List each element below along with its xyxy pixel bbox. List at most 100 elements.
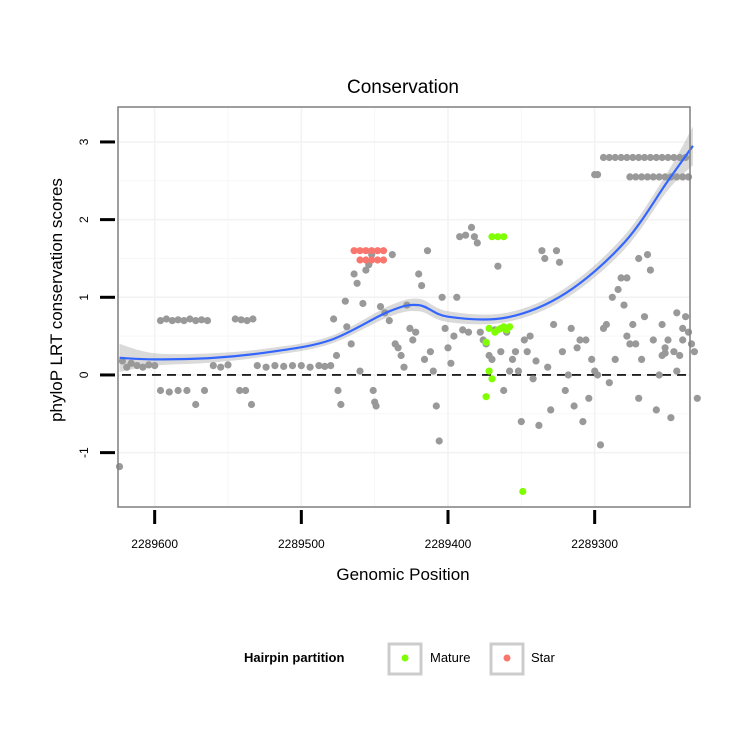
point-other [659,321,666,328]
point-other [348,340,355,347]
point-other [562,387,569,394]
point-other [594,171,601,178]
point-other [638,356,645,363]
point-other [644,251,651,258]
y-tick-label: 0 [77,371,91,378]
point-other [612,356,619,363]
point-other [418,282,425,289]
point-other [594,371,601,378]
point-other [447,360,454,367]
point-other [477,329,484,336]
point-mature [500,233,507,240]
legend-dot-mature [402,655,409,662]
point-other [512,348,519,355]
point-other [682,313,689,320]
point-other [389,251,396,258]
point-other [453,294,460,301]
legend: Hairpin partition Mature Star [244,644,556,674]
point-other [615,286,622,293]
legend-entry-star: Star [491,644,556,674]
x-tick-label: 2289300 [571,537,618,551]
point-other [691,348,698,355]
point-other [351,270,358,277]
point-other [192,401,199,408]
point-other [653,406,660,413]
legend-entry-mature: Mature [389,644,470,674]
point-other [224,361,231,368]
point-other [559,348,566,355]
legend-dot-star [504,655,511,662]
point-other [609,294,616,301]
point-other [582,336,589,343]
point-other [298,362,305,369]
point-other [565,371,572,378]
point-mature [488,375,495,382]
x-tick-label: 2289600 [131,537,178,551]
point-other [635,395,642,402]
y-tick-label: -1 [77,447,91,458]
point-other [271,362,278,369]
point-other [694,395,701,402]
point-other [579,418,586,425]
point-other [354,280,361,287]
point-other [629,321,636,328]
point-mature [483,393,490,400]
point-other [553,247,560,254]
point-other [263,364,270,371]
point-other [532,357,539,364]
point-other [409,336,416,343]
point-other [606,379,613,386]
point-other [436,437,443,444]
x-axis: 2289600 2289500 2289400 2289300 [131,510,618,551]
point-other [359,300,366,307]
point-other [550,321,557,328]
point-other [337,401,344,408]
point-other [623,274,630,281]
point-other [386,317,393,324]
point-other [597,441,604,448]
point-other [530,375,537,382]
point-other [342,298,349,305]
point-other [673,309,680,316]
point-other [254,362,261,369]
point-other [400,364,407,371]
point-other [166,388,173,395]
point-other [430,368,437,375]
y-axis: -10123 [77,138,115,458]
point-other [210,362,217,369]
point-other [509,356,516,363]
point-other [289,362,296,369]
point-other [280,363,287,370]
point-other [524,348,531,355]
point-other [450,333,457,340]
point-other [515,368,522,375]
point-other [175,387,182,394]
point-other [439,294,446,301]
point-other [330,315,337,322]
point-other [585,395,592,402]
point-other [201,387,208,394]
y-tick-label: 2 [77,216,91,223]
point-star [380,247,387,254]
point-mature [486,368,493,375]
point-other [676,352,683,359]
point-other [343,323,350,330]
point-other [395,344,402,351]
point-other [656,371,663,378]
point-other [571,402,578,409]
point-other [588,356,595,363]
point-other [415,270,422,277]
legend-label-star: Star [531,650,556,665]
point-other [556,259,563,266]
point-star [380,256,387,263]
point-other [506,368,513,375]
point-other [468,224,475,231]
point-mature [483,339,490,346]
point-other [465,329,472,336]
point-other [373,402,380,409]
point-other [574,344,581,351]
point-other [685,173,692,180]
point-other [356,368,363,375]
point-other [623,333,630,340]
point-other [377,303,384,310]
